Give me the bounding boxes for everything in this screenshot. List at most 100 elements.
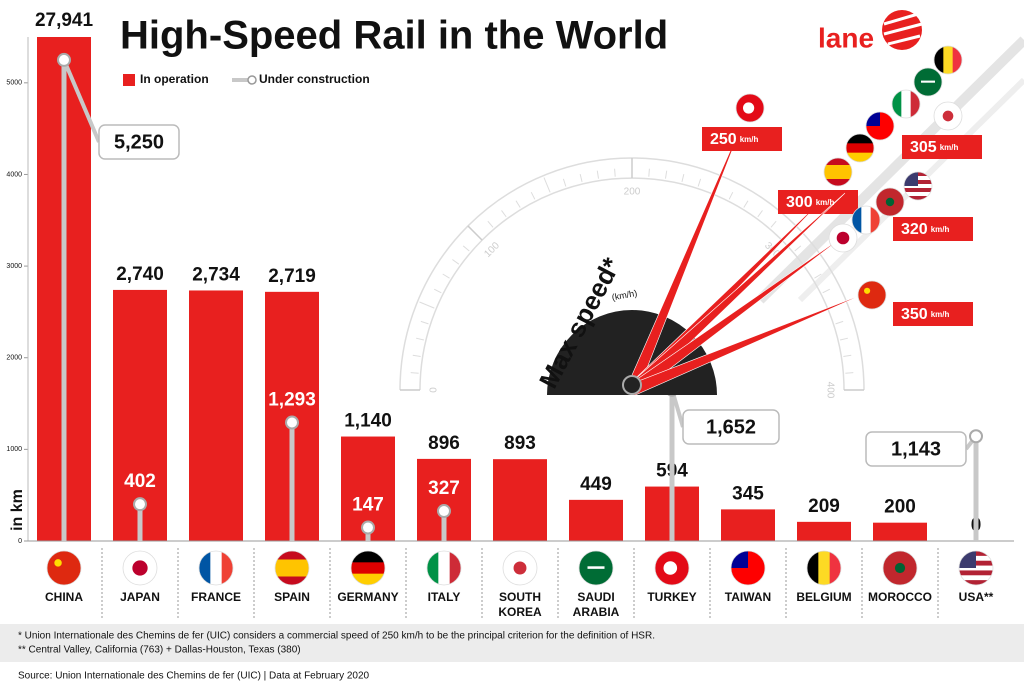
flag-rim <box>828 223 858 253</box>
flag-stripe <box>807 551 819 585</box>
bar-value-label: 2,719 <box>268 266 316 287</box>
gauge-tick-label: 0 <box>429 387 440 393</box>
speed-label-box <box>702 127 782 151</box>
speed-label-box <box>902 135 982 159</box>
flag-stripe <box>210 551 223 585</box>
bar-value-label: 209 <box>808 496 840 517</box>
flag <box>876 188 904 216</box>
flag-rim <box>882 550 918 586</box>
flag-rim <box>122 550 158 586</box>
flag-stripe <box>449 551 461 585</box>
flag <box>824 158 852 186</box>
y-tick-label: 5000 <box>6 80 22 87</box>
flag-emblem <box>942 110 954 122</box>
speed-label: 250 km/h <box>710 131 758 148</box>
x-tick-label: CHINA <box>45 590 83 604</box>
x-tick-label: FRANCE <box>191 590 241 604</box>
flag-stripe <box>959 565 993 571</box>
flag-emblem <box>587 566 605 569</box>
flag <box>503 551 537 585</box>
gauge-unit: (km/h) <box>611 288 638 302</box>
x-tick-label: JAPAN <box>120 590 160 604</box>
speed-unit: km/h <box>931 310 950 319</box>
gauge-minor-tick <box>442 273 450 279</box>
x-tick-label: SAUDI ARABIA <box>573 590 620 619</box>
speed-label-box <box>893 217 973 241</box>
flag-stripe <box>351 551 385 563</box>
bar <box>873 522 927 541</box>
bar <box>189 290 243 541</box>
flag <box>846 134 874 162</box>
brand: lane <box>818 22 874 53</box>
bar-value-label: 2,734 <box>192 264 240 285</box>
gauge-minor-tick <box>839 337 848 341</box>
chart-title: High-Speed Rail in the World <box>120 14 668 58</box>
flag-stripe <box>846 134 874 144</box>
label-box <box>98 124 180 160</box>
flag-rim <box>578 550 614 586</box>
flag-stripe <box>861 206 872 234</box>
flag <box>123 551 157 585</box>
flag-emblem <box>836 231 850 245</box>
gauge-minor-tick <box>543 177 551 193</box>
flag <box>934 102 962 130</box>
speed-unit: km/h <box>740 135 759 144</box>
y-tick-label: 3000 <box>6 263 22 270</box>
gauge-minor-tick <box>648 168 650 177</box>
flag <box>858 281 886 309</box>
footnote-band <box>0 624 1024 662</box>
flag-field <box>47 551 81 585</box>
flag-stripe <box>904 188 932 193</box>
gauge-minor-tick <box>728 191 734 200</box>
flag-emblem <box>743 102 755 114</box>
flag-stripe <box>959 580 993 585</box>
x-tick-label: ITALY <box>428 590 461 604</box>
flag-stripe <box>275 568 309 577</box>
decor-stripe <box>756 36 1024 304</box>
logo-mark <box>882 10 923 50</box>
flag-stripe <box>818 551 831 585</box>
gauge-minor-tick <box>770 220 777 228</box>
gauge-minor-tick <box>579 174 583 183</box>
bar-value-label: 2,740 <box>116 264 164 285</box>
flag-stripe <box>351 573 385 585</box>
plot-area <box>37 37 927 541</box>
flag-rim <box>735 93 765 123</box>
gauge-minor-tick <box>814 273 822 279</box>
flag <box>427 551 461 585</box>
gauge-minor-tick <box>530 191 536 200</box>
flag-rim <box>857 280 887 310</box>
gauge-arc <box>419 177 845 391</box>
flag-emblem <box>663 561 678 575</box>
flag-stripe <box>275 559 309 569</box>
flag-emblem <box>513 561 527 575</box>
x-tick-label: SOUTH KOREA <box>498 590 542 619</box>
flag-rim <box>823 157 853 187</box>
speed-value: 305 <box>910 139 937 156</box>
speed-value: 320 <box>901 221 928 238</box>
legend-swatch <box>247 75 257 85</box>
flag-stripe <box>824 165 852 173</box>
gauge-minor-tick <box>757 210 763 218</box>
gauge-minor-tick <box>794 245 802 252</box>
bar <box>493 459 547 541</box>
speed-value: 250 <box>710 131 737 148</box>
flag <box>883 551 917 585</box>
flag-emblem <box>864 287 871 294</box>
gauge-minor-tick <box>419 301 435 309</box>
flag-emblem <box>885 197 895 207</box>
bar-value-label: 893 <box>504 433 536 454</box>
x-tick-label: TAIWAN <box>725 590 771 604</box>
flag-stripe <box>275 576 309 585</box>
y-tick-label: 1000 <box>6 446 22 453</box>
bar <box>569 499 623 541</box>
gauge-tick-label: 400 <box>824 382 835 399</box>
bar <box>797 521 851 541</box>
flag-stripe <box>275 551 309 560</box>
gauge-minor-tick <box>681 174 685 183</box>
construction-marker <box>285 415 299 430</box>
flag <box>731 551 765 585</box>
speed-label-box <box>893 302 973 326</box>
flag-stripe <box>959 575 993 581</box>
flag-rim <box>806 550 842 586</box>
